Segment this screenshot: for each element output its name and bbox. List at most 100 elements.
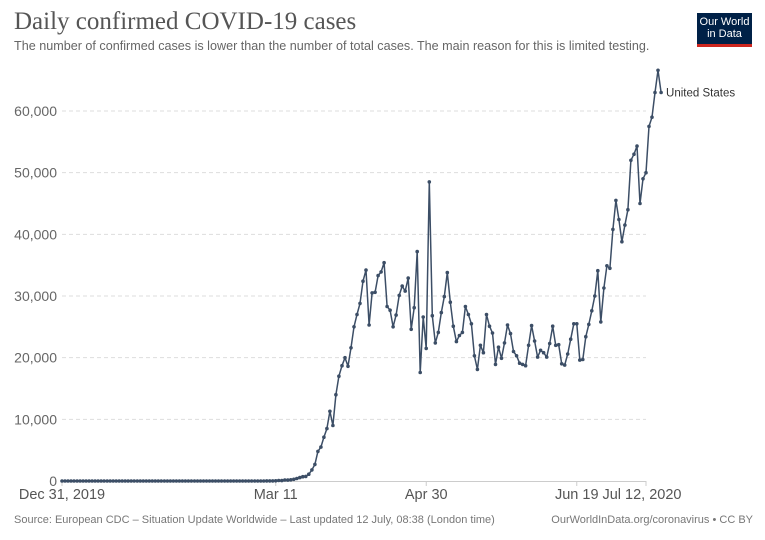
data-point[interactable] [496, 345, 501, 350]
data-point[interactable] [632, 152, 636, 156]
data-point[interactable] [81, 479, 85, 483]
data-point[interactable] [313, 462, 317, 467]
data-point[interactable] [559, 362, 564, 366]
data-point[interactable] [529, 323, 534, 328]
data-point[interactable] [602, 286, 606, 290]
data-point[interactable] [201, 479, 206, 483]
data-point[interactable] [361, 279, 365, 284]
data-point[interactable] [132, 479, 136, 483]
data-point[interactable] [165, 479, 170, 483]
data-point[interactable] [409, 327, 414, 332]
data-point[interactable] [403, 289, 408, 293]
data-point[interactable] [75, 479, 79, 483]
data-point[interactable] [283, 478, 287, 482]
data-point[interactable] [334, 392, 338, 397]
data-point[interactable] [195, 479, 200, 483]
data-point[interactable] [400, 284, 405, 288]
series-label[interactable]: United States [666, 88, 735, 100]
data-point[interactable] [301, 474, 305, 479]
data-point[interactable] [442, 294, 447, 299]
data-point[interactable] [289, 478, 293, 482]
data-point[interactable] [240, 479, 245, 483]
data-point[interactable] [394, 313, 398, 317]
data-point[interactable] [478, 343, 483, 348]
data-point[interactable] [614, 198, 618, 203]
owid-logo[interactable]: Our World in Data [697, 13, 752, 47]
data-point[interactable] [216, 479, 221, 483]
data-point[interactable] [246, 479, 251, 483]
data-point[interactable] [376, 273, 380, 278]
data-point[interactable] [623, 223, 627, 227]
data-point[interactable] [138, 479, 143, 483]
data-point[interactable] [219, 479, 224, 483]
data-point[interactable] [638, 201, 642, 206]
data-point[interactable] [644, 170, 648, 175]
data-point[interactable] [261, 479, 266, 483]
data-point[interactable] [421, 315, 426, 319]
data-point[interactable] [156, 479, 161, 483]
data-point[interactable] [93, 479, 97, 483]
data-point[interactable] [448, 300, 453, 305]
data-point[interactable] [234, 479, 239, 483]
data-point[interactable] [397, 293, 402, 298]
data-point[interactable] [87, 479, 91, 483]
data-point[interactable] [581, 357, 585, 362]
data-point[interactable] [433, 341, 438, 345]
data-point[interactable] [373, 290, 377, 295]
data-point[interactable] [587, 322, 591, 327]
data-point[interactable] [69, 479, 73, 483]
data-point[interactable] [84, 479, 88, 483]
data-point[interactable] [505, 323, 510, 327]
data-point[interactable] [343, 355, 347, 360]
data-point[interactable] [292, 477, 296, 482]
data-point[interactable] [385, 304, 389, 309]
data-point[interactable] [129, 479, 133, 483]
data-point[interactable] [147, 479, 152, 483]
data-point[interactable] [562, 363, 567, 367]
data-point[interactable] [346, 364, 350, 369]
data-point[interactable] [198, 479, 203, 483]
data-point[interactable] [159, 479, 164, 483]
data-point[interactable] [210, 479, 215, 483]
data-point[interactable] [650, 115, 654, 119]
data-point[interactable] [541, 350, 546, 355]
data-point[interactable] [584, 334, 588, 339]
data-point[interactable] [141, 479, 146, 483]
data-point[interactable] [472, 354, 477, 358]
data-point[interactable] [213, 479, 218, 483]
data-point[interactable] [445, 270, 450, 275]
data-point[interactable] [493, 362, 498, 367]
data-point[interactable] [63, 479, 67, 483]
data-point[interactable] [451, 324, 456, 329]
data-point[interactable] [270, 479, 275, 483]
data-point[interactable] [556, 342, 561, 347]
data-point[interactable] [355, 312, 359, 317]
data-point[interactable] [626, 207, 630, 212]
data-point[interactable] [511, 349, 516, 354]
data-point[interactable] [153, 479, 158, 483]
data-point[interactable] [322, 435, 326, 440]
data-point[interactable] [331, 423, 335, 428]
data-point[interactable] [608, 266, 612, 271]
data-point[interactable] [243, 479, 248, 483]
data-point[interactable] [593, 294, 597, 298]
data-point[interactable] [186, 479, 191, 483]
data-point[interactable] [349, 346, 353, 350]
data-point[interactable] [99, 479, 103, 483]
data-point[interactable] [565, 352, 570, 356]
data-point[interactable] [382, 260, 386, 265]
data-point[interactable] [367, 323, 371, 327]
data-point[interactable] [499, 356, 504, 361]
data-point[interactable] [641, 177, 645, 181]
data-point[interactable] [78, 479, 82, 483]
data-point[interactable] [192, 479, 197, 483]
data-point[interactable] [352, 325, 356, 329]
data-point[interactable] [484, 312, 489, 317]
data-point[interactable] [424, 346, 429, 351]
data-point[interactable] [117, 479, 121, 483]
data-point[interactable] [514, 354, 519, 358]
data-point[interactable] [418, 370, 423, 375]
data-point[interactable] [171, 479, 176, 483]
data-point[interactable] [629, 158, 633, 163]
data-point[interactable] [174, 479, 179, 483]
